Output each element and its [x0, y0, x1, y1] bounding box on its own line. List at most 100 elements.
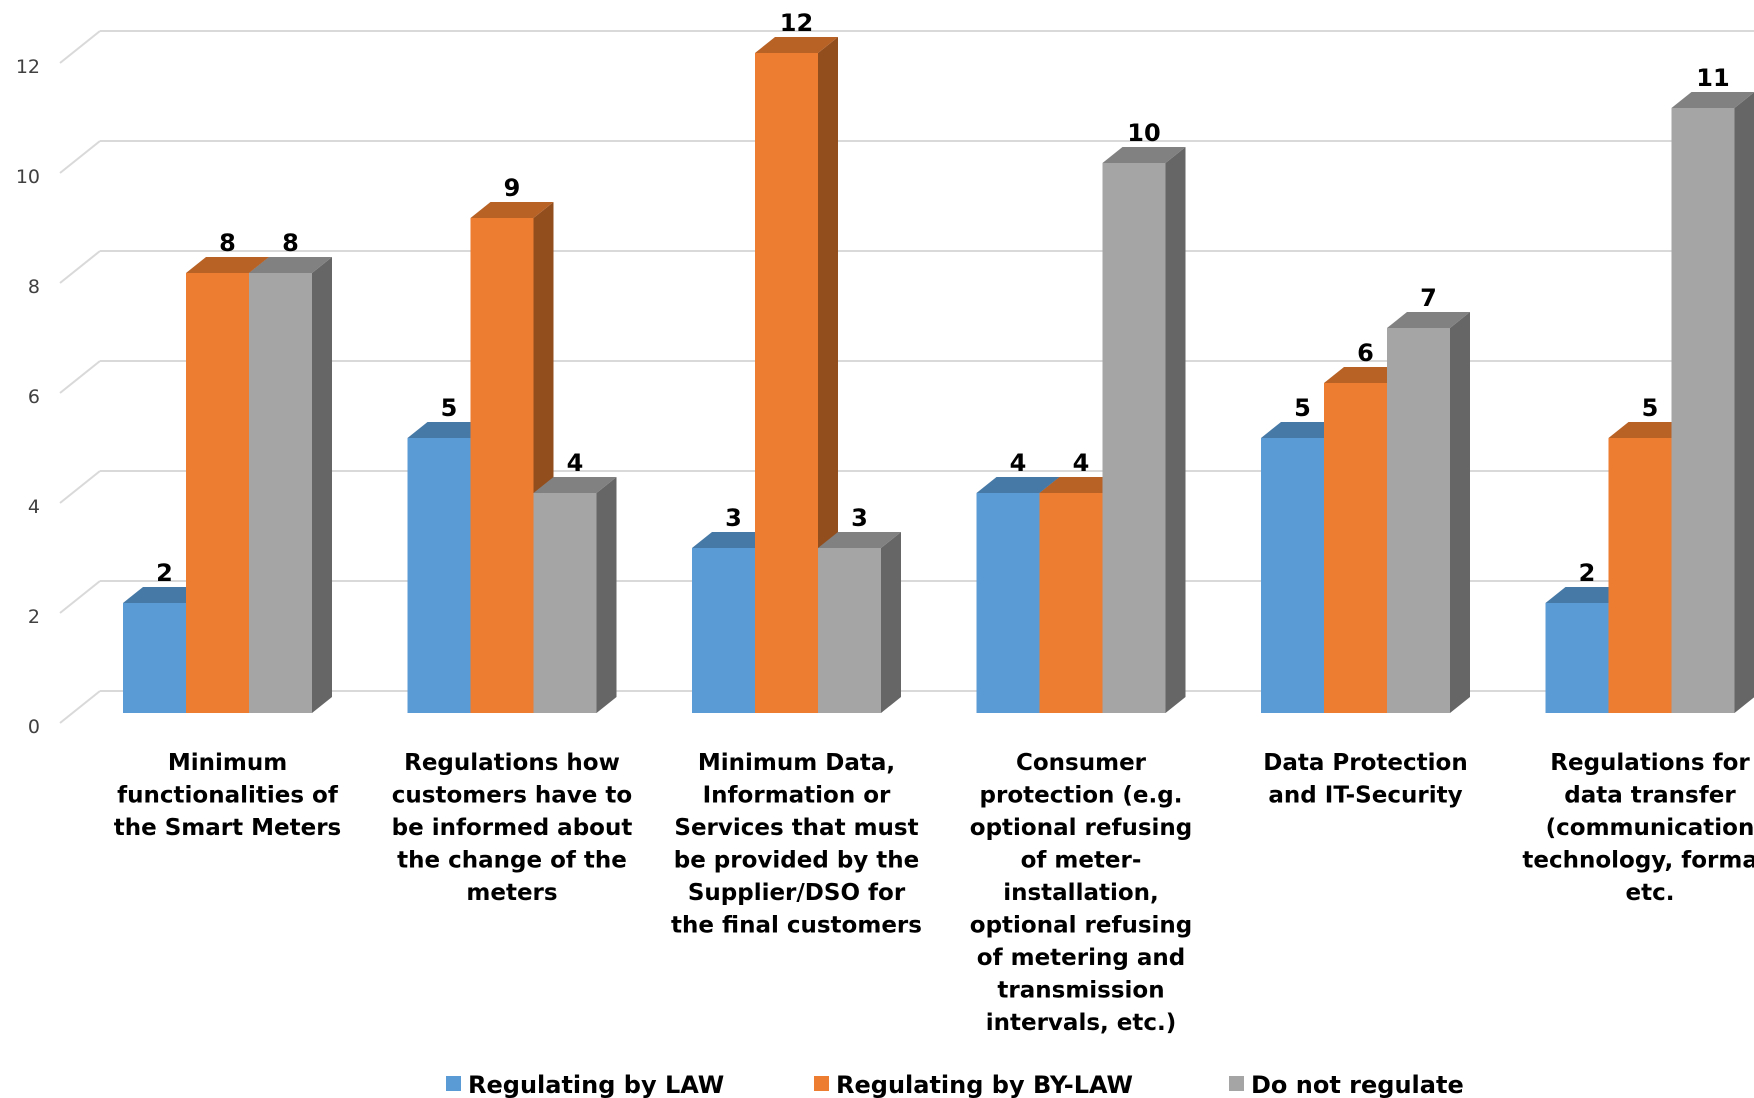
bar-top-face [692, 532, 775, 548]
bar-front-face [249, 273, 312, 713]
legend-item: Regulating by BY-LAW [814, 1071, 1133, 1098]
data-label: 11 [1696, 64, 1729, 92]
bar-3-5 [1387, 312, 1470, 713]
category-label-line: Supplier/DSO for [688, 880, 906, 906]
data-label: 9 [504, 174, 521, 202]
gridline-side [59, 360, 101, 394]
category-label-line: meters [466, 880, 557, 906]
bar-3-2 [533, 477, 617, 713]
category-label-line: functionalities of [117, 783, 339, 809]
category-label-line: the Smart Meters [114, 815, 341, 841]
legend-item: Regulating by LAW [446, 1071, 724, 1098]
gridlines [59, 30, 1754, 724]
category-label: Regulations for data transfer (communicati… [1522, 750, 1754, 906]
bar-top-face [123, 587, 206, 603]
data-label: 4 [1073, 449, 1090, 477]
data-label: 3 [851, 504, 868, 532]
y-tick-label: 4 [28, 496, 40, 518]
legend-label: Regulating by BY-LAW [836, 1071, 1133, 1098]
gridline-side [59, 30, 101, 64]
data-label: 5 [1642, 394, 1659, 422]
category-label-line: Regulations for [1550, 750, 1750, 776]
data-label: 8 [219, 229, 236, 257]
gridline-side [59, 470, 101, 504]
category-label-line: be provided by the [674, 848, 920, 874]
bar-3-1 [249, 257, 332, 713]
data-label: 8 [282, 229, 299, 257]
category-label-line: installation, [1003, 880, 1159, 906]
bar-front-face [1387, 328, 1450, 713]
category-label-line: Regulations how [404, 750, 620, 776]
bar-top-face [1039, 477, 1123, 493]
bar-front-face [1671, 108, 1735, 713]
bar-top-face [755, 37, 838, 53]
data-label: 5 [441, 394, 458, 422]
y-axis-ticks: 0 2 4 6 8 10 12 [16, 56, 40, 738]
category-label-line: the change of the [397, 848, 627, 874]
category-label-line: (communication [1546, 815, 1754, 841]
legend-label: Do not regulate [1251, 1071, 1464, 1098]
y-tick-label: 2 [28, 606, 40, 628]
y-tick-label: 6 [28, 386, 40, 408]
category-label-line: optional refusing [970, 913, 1192, 939]
data-label: 4 [1010, 449, 1027, 477]
bar-side-face [312, 257, 332, 713]
gridline-side [59, 580, 101, 614]
bars [123, 37, 1754, 713]
category-label-line: Consumer [1016, 750, 1147, 776]
gridline-side [59, 250, 101, 284]
bar-top-face [818, 532, 901, 548]
bar-front-face [407, 438, 471, 713]
data-label: 4 [567, 449, 584, 477]
bar-top-face [1261, 422, 1344, 438]
category-label: Regulations how customers have to be infor… [392, 750, 633, 906]
y-tick-label: 0 [28, 716, 40, 738]
category-label-line: intervals, etc.) [986, 1010, 1177, 1036]
category-label-line: data transfer [1564, 783, 1736, 809]
category-label-line: of metering and [977, 945, 1185, 971]
data-label: 7 [1420, 284, 1437, 312]
category-label-line: optional refusing [970, 815, 1192, 841]
category-label: Consumer protection (e.g. optional refusin… [970, 750, 1192, 1036]
y-tick-label: 12 [16, 56, 40, 78]
category-label-line: and IT-Security [1268, 783, 1462, 809]
bar-front-face [1102, 163, 1166, 713]
category-label-line: Minimum Data, [698, 750, 895, 776]
bar-top-face [1387, 312, 1470, 328]
y-tick-label: 10 [16, 166, 40, 188]
bar-top-face [249, 257, 332, 273]
category-label-line: etc. [1626, 880, 1675, 906]
bar-3-6 [1671, 92, 1754, 713]
bar-front-face [976, 493, 1040, 713]
legend: Regulating by LAW Regulating by BY-LAW Do … [446, 1071, 1464, 1098]
bar-3-3 [818, 532, 901, 713]
bar-top-face [1545, 587, 1629, 603]
category-label-line: Data Protection [1263, 750, 1467, 776]
category-label-line: of meter- [1021, 848, 1142, 874]
category-labels: Minimum functionalities of the Smart Meter… [114, 750, 1754, 1036]
data-labels: 2 5 3 4 5 2 8 9 12 4 6 5 8 4 3 10 7 11 [156, 9, 1730, 587]
data-label: 2 [156, 559, 173, 587]
bar-top-face [186, 257, 269, 273]
bar-top-face [533, 477, 617, 493]
legend-swatch [446, 1076, 461, 1091]
category-label-line: Services that must [674, 815, 918, 841]
category-label-line: transmission [997, 978, 1164, 1004]
bar-front-face [818, 548, 881, 713]
bar-side-face [881, 532, 901, 713]
bar-top-face [1102, 147, 1186, 163]
y-tick-label: 8 [28, 276, 40, 298]
bar-side-face [1734, 92, 1754, 713]
bar-front-face [1324, 383, 1387, 713]
category-label-line: be informed about [392, 815, 633, 841]
bar-top-face [1671, 92, 1754, 108]
bar-top-face [407, 422, 491, 438]
legend-swatch [1229, 1076, 1244, 1091]
category-label-line: Information or [703, 783, 891, 809]
bar-top-face [1324, 367, 1407, 383]
bar-front-face [755, 53, 818, 713]
category-label: Minimum Data, Information or Services that… [671, 750, 922, 939]
category-label-line: Minimum [168, 750, 287, 776]
